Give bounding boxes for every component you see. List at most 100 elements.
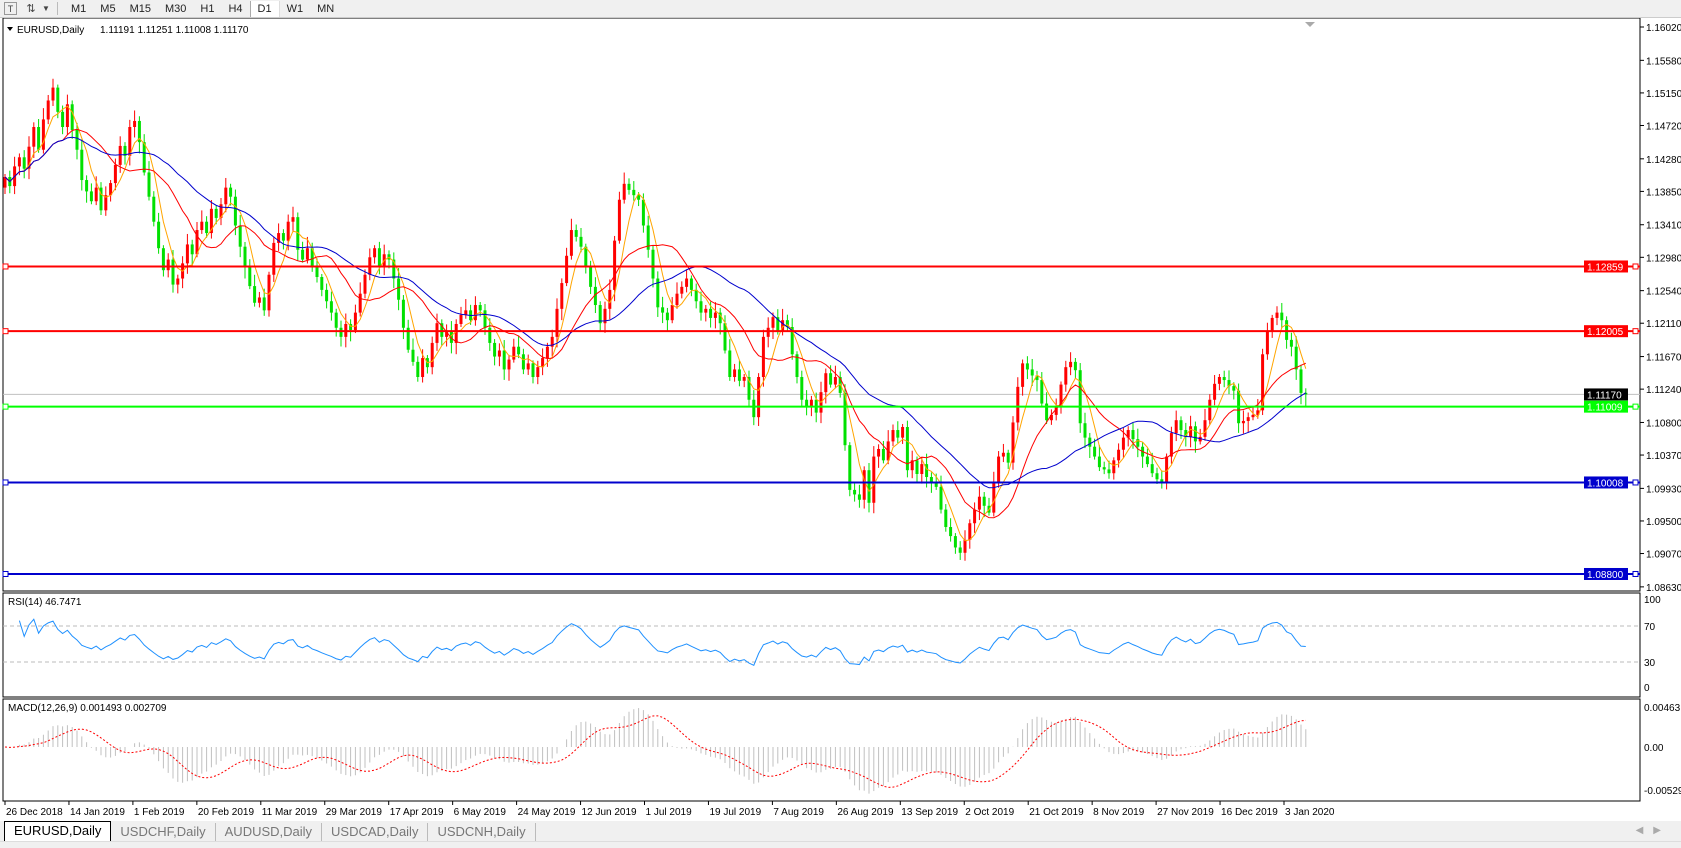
candle bbox=[761, 329, 765, 387]
candle bbox=[325, 283, 329, 309]
x-tick-label: 19 Jul 2019 bbox=[709, 807, 761, 818]
candle bbox=[257, 291, 261, 308]
candle-body bbox=[1222, 377, 1226, 381]
candle bbox=[137, 116, 141, 154]
moving-average-line bbox=[4, 105, 1307, 542]
candle bbox=[977, 486, 981, 521]
y-tick-label: 1.14280 bbox=[1646, 155, 1681, 166]
candle-body bbox=[867, 470, 871, 503]
candle bbox=[646, 215, 650, 258]
candle bbox=[1198, 428, 1202, 445]
candle-body bbox=[397, 278, 401, 300]
macd-panel-frame bbox=[2, 698, 1641, 802]
candle bbox=[963, 530, 967, 561]
candle bbox=[737, 360, 741, 387]
y-tick-label: 1.09500 bbox=[1646, 517, 1681, 528]
candle bbox=[291, 206, 295, 233]
candle bbox=[1304, 388, 1308, 407]
timeframe-m1[interactable]: M1 bbox=[71, 2, 87, 15]
candle bbox=[805, 390, 809, 416]
candle-body bbox=[339, 327, 343, 337]
scroll-left-icon[interactable]: ◀ bbox=[1635, 825, 1654, 836]
x-tick-label: 11 Mar 2019 bbox=[262, 807, 318, 818]
candle bbox=[1069, 352, 1073, 376]
candle-body bbox=[17, 157, 21, 167]
candle-body bbox=[214, 208, 218, 218]
x-tick-label: 3 Jan 2020 bbox=[1285, 807, 1335, 818]
candle bbox=[555, 298, 559, 348]
candle bbox=[406, 319, 410, 353]
candle bbox=[147, 161, 151, 201]
timeframe-h1[interactable]: H1 bbox=[200, 2, 215, 15]
y-tick-label: 1.11240 bbox=[1646, 385, 1681, 396]
candle bbox=[497, 343, 501, 367]
candle bbox=[982, 492, 986, 518]
candle bbox=[243, 242, 247, 279]
timeframe-m5[interactable]: M5 bbox=[100, 2, 116, 15]
candle bbox=[1145, 448, 1149, 468]
y-tick-label: 1.11670 bbox=[1646, 353, 1681, 364]
status-strip bbox=[0, 841, 1681, 848]
dropdown-arrow-icon[interactable]: ▼ bbox=[42, 4, 50, 13]
timeframe-m15[interactable]: M15 bbox=[129, 2, 151, 15]
candle-body bbox=[1213, 383, 1217, 400]
candle bbox=[205, 216, 209, 238]
timeframe-w1[interactable]: W1 bbox=[286, 2, 304, 15]
candle-body bbox=[238, 225, 242, 247]
candle bbox=[166, 253, 170, 278]
candle-body bbox=[824, 373, 828, 393]
candle bbox=[901, 423, 905, 444]
candle bbox=[987, 497, 991, 516]
candle-body bbox=[646, 225, 650, 250]
timeframe-m30[interactable]: M30 bbox=[164, 2, 187, 15]
candle-body bbox=[1049, 414, 1053, 421]
chart-ohlc-values: 1.11191 1.11251 1.11008 1.11170 bbox=[100, 25, 249, 36]
candle bbox=[1217, 373, 1221, 391]
x-tick-label: 20 Feb 2019 bbox=[198, 807, 255, 818]
candle-body bbox=[1265, 331, 1269, 355]
chart-tab[interactable]: EURUSD,Daily bbox=[4, 821, 112, 841]
candle-body bbox=[997, 456, 1001, 484]
candle bbox=[694, 283, 698, 309]
candle-body bbox=[89, 191, 93, 202]
candle-body bbox=[939, 486, 943, 510]
candle-body bbox=[291, 217, 295, 222]
candle bbox=[358, 282, 362, 317]
timeframe-h4[interactable]: H4 bbox=[228, 2, 243, 15]
text-tool-icon[interactable]: T bbox=[4, 2, 17, 15]
candle-body bbox=[862, 470, 866, 500]
candle-body bbox=[373, 248, 377, 258]
current-price-label: 1.11170 bbox=[1587, 390, 1622, 401]
candle bbox=[238, 215, 242, 258]
candle bbox=[728, 339, 732, 381]
line-tool-icon[interactable]: ⇅ bbox=[26, 3, 36, 15]
candle bbox=[853, 483, 857, 502]
scroll-right-icon[interactable]: ▶ bbox=[1653, 825, 1671, 836]
chart-tab[interactable]: USDCAD,Daily bbox=[322, 823, 429, 841]
candle bbox=[1256, 399, 1260, 419]
candle bbox=[862, 466, 866, 509]
candle-body bbox=[857, 494, 861, 500]
candle-body bbox=[32, 127, 36, 147]
candle bbox=[848, 442, 852, 497]
chart-tab[interactable]: USDCHF,Daily bbox=[111, 823, 216, 841]
candle-body bbox=[473, 305, 477, 321]
x-tick-label: 6 May 2019 bbox=[454, 807, 507, 818]
tab-scroll-arrows[interactable]: ◀▶ bbox=[1636, 825, 1671, 836]
chart-area[interactable]: 1.16020 1.15580 1.15150 1.14720 1.14280 1.138… bbox=[0, 0, 1681, 821]
candle bbox=[675, 282, 679, 309]
price-level-label: 1.12859 bbox=[1587, 262, 1624, 273]
timeframe-d1[interactable]: D1 bbox=[249, 0, 280, 17]
candle-body bbox=[1102, 467, 1106, 470]
timeframe-mn[interactable]: MN bbox=[317, 2, 335, 15]
chart-tab[interactable]: AUDUSD,Daily bbox=[216, 823, 323, 841]
candle bbox=[253, 274, 257, 307]
line-handle-icon bbox=[1632, 328, 1639, 335]
candle bbox=[1265, 322, 1269, 360]
candle-body bbox=[147, 172, 151, 197]
candle bbox=[910, 450, 914, 479]
chart-tab[interactable]: USDCNH,Daily bbox=[428, 823, 536, 841]
candle bbox=[723, 315, 727, 354]
candle bbox=[968, 519, 972, 549]
candle-body bbox=[757, 377, 761, 418]
